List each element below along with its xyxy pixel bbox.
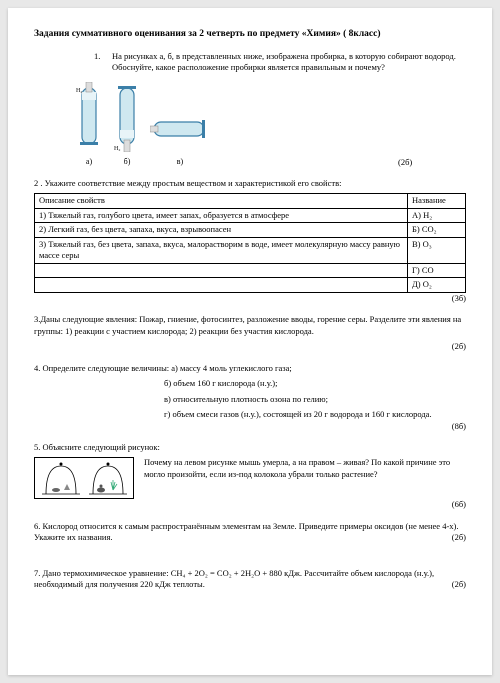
q1-figure: H₂ а) H₂ б) в) (2б) (74, 82, 466, 168)
bell-right-icon (87, 460, 129, 498)
tube-a-icon: H₂ (74, 82, 104, 152)
label-a: а) (74, 157, 104, 168)
question-5: 5. Объясните следующий рисунок: (34, 442, 466, 453)
bell-jar-figure (34, 457, 134, 499)
svg-text:H₂: H₂ (76, 88, 82, 94)
q4-points: (8б) (34, 421, 466, 432)
tube-b: H₂ б) (112, 82, 142, 168)
q1-number: 1. (94, 51, 112, 74)
question-4: 4. Определите следующие величины: а) мас… (34, 363, 466, 374)
question-3: 3.Даны следующие явления: Пожар, гниение… (34, 314, 466, 337)
table-row: Г) CO (35, 263, 466, 277)
properties-table: Описание свойств Название 1) Тяжелый газ… (34, 193, 466, 292)
q6-points: (2б) (452, 532, 466, 543)
bell-left-icon (40, 460, 82, 498)
label-v: в) (150, 157, 210, 168)
question-6: 6. Кислород относится к самым распростра… (34, 521, 466, 544)
col-desc-header: Описание свойств (35, 194, 408, 208)
q4-d: г) объем смеси газов (н.у.), состоящей и… (34, 409, 466, 420)
q4-c: в) относительную плотность озона по гели… (34, 394, 466, 405)
q7-points: (2б) (452, 579, 466, 590)
svg-text:H₂: H₂ (114, 146, 120, 152)
q7-text: 7. Дано термохимическое уравнение: CH₄ +… (34, 568, 434, 589)
worksheet-page: Задания суммативного оценивания за 2 чет… (8, 8, 492, 675)
tube-v: в) (150, 108, 210, 168)
q3-points: (2б) (34, 341, 466, 352)
question-7: 7. Дано термохимическое уравнение: CH₄ +… (34, 568, 466, 591)
table-row: Д) O₂ (35, 278, 466, 292)
question-2: 2 . Укажите соответствие между простым в… (34, 178, 466, 189)
q2-points: (3б) (34, 293, 466, 304)
page-title: Задания суммативного оценивания за 2 чет… (34, 28, 466, 41)
table-header-row: Описание свойств Название (35, 194, 466, 208)
table-row: 3) Тяжелый газ, без цвета, запаха, вкуса… (35, 237, 466, 263)
table-row: 2) Легкий газ, без цвета, запаха, вкуса,… (35, 223, 466, 237)
q6-text: 6. Кислород относится к самым распростра… (34, 521, 459, 542)
q4-b: б) объем 160 г кислорода (н.у.); (34, 378, 466, 389)
tube-b-icon: H₂ (112, 82, 142, 152)
col-name-header: Название (408, 194, 466, 208)
q1-points: (2б) (398, 157, 412, 168)
q1-text: На рисунках а, б, в представленных ниже,… (112, 51, 466, 74)
q5-desc: Почему на левом рисунке мышь умерла, а н… (144, 457, 466, 480)
question-1: 1. На рисунках а, б, в представленных ни… (34, 51, 466, 74)
table-row: 1) Тяжелый газ, голубого цвета, имеет за… (35, 208, 466, 222)
tube-a: H₂ а) (74, 82, 104, 168)
q5-points: (6б) (34, 499, 466, 510)
label-b: б) (112, 157, 142, 168)
tube-v-icon (150, 108, 210, 152)
q5-row: Почему на левом рисунке мышь умерла, а н… (34, 457, 466, 499)
